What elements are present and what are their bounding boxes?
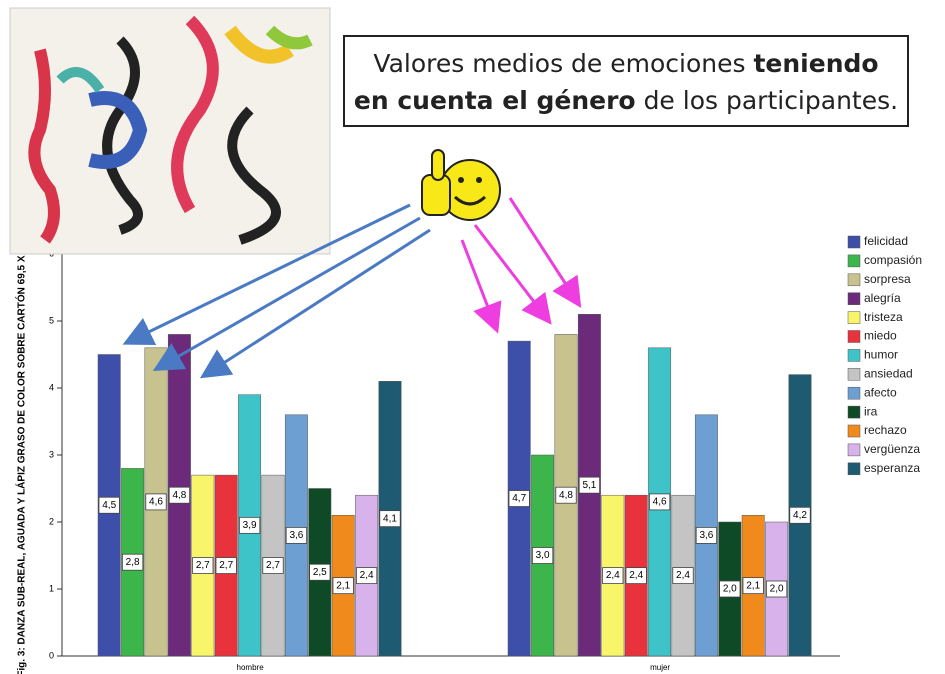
value-label-box xyxy=(215,557,237,574)
value-label: 4,8 xyxy=(559,490,573,501)
value-label: 2,4 xyxy=(606,570,620,581)
value-label: 4,8 xyxy=(172,490,186,501)
legend-label: sorpresa xyxy=(864,272,911,286)
value-label-box xyxy=(122,553,144,571)
value-label: 2,7 xyxy=(196,560,210,571)
value-label-box xyxy=(672,567,694,584)
value-label: 4,6 xyxy=(653,497,667,508)
legend-label: esperanza xyxy=(864,461,920,475)
value-label-box xyxy=(602,567,624,584)
x-tick-label: mujer xyxy=(650,663,670,672)
value-label: 2,4 xyxy=(629,570,643,581)
value-label-box xyxy=(379,510,401,528)
value-label-box xyxy=(766,580,788,598)
title-box: Valores medios de emociones teniendo en c… xyxy=(343,35,909,127)
value-label: 2,4 xyxy=(360,570,374,581)
value-label: 3,9 xyxy=(243,520,257,531)
value-label: 2,4 xyxy=(676,570,690,581)
legend-label: rechazo xyxy=(864,423,907,437)
value-label-box xyxy=(649,493,671,511)
legend-label: alegría xyxy=(864,291,901,305)
legend-swatch xyxy=(847,235,861,249)
value-label: 4,5 xyxy=(102,500,116,511)
value-label-box xyxy=(625,567,647,584)
title-part: de los participantes. xyxy=(643,86,899,115)
value-label: 2,7 xyxy=(219,560,233,571)
legend-swatch xyxy=(847,311,861,324)
value-label-box xyxy=(332,577,354,595)
legend-swatch xyxy=(847,330,861,343)
value-label-box xyxy=(532,547,554,564)
value-label: 2,0 xyxy=(770,584,784,595)
value-label: 2,1 xyxy=(336,580,350,591)
value-label-box xyxy=(742,577,764,595)
value-label: 4,1 xyxy=(383,513,397,524)
value-label-box xyxy=(719,580,741,598)
value-label-box xyxy=(508,490,530,507)
y-tick-label: 6 xyxy=(49,248,54,258)
legend-swatch xyxy=(847,443,861,457)
legend-label: ira xyxy=(864,404,878,418)
legend-swatch xyxy=(847,273,861,287)
value-label-box xyxy=(789,506,811,524)
legend-label: compasión xyxy=(864,253,922,267)
legend-label: humor xyxy=(864,348,898,362)
legend-label: ansiedad xyxy=(864,366,913,380)
title-part: Valores medios de emociones xyxy=(373,49,746,78)
y-tick-label: 3 xyxy=(49,449,54,459)
value-label-box xyxy=(168,486,190,504)
value-label-box xyxy=(238,516,261,534)
title-part: en cuenta el género xyxy=(353,86,636,115)
value-label-box xyxy=(192,557,214,574)
y-tick-label: 4 xyxy=(49,382,54,392)
y-tick-label: 0 xyxy=(49,650,54,660)
value-label-box xyxy=(355,567,378,584)
title-part: teniendo xyxy=(753,49,879,78)
value-label: 4,6 xyxy=(149,497,163,508)
value-label-box xyxy=(262,557,284,574)
legend-label: afecto xyxy=(864,385,897,399)
value-label: 2,1 xyxy=(746,580,760,591)
value-label-box xyxy=(578,476,601,494)
value-label: 4,2 xyxy=(793,510,807,521)
value-label: 2,5 xyxy=(313,567,327,578)
value-label: 3,6 xyxy=(289,530,303,541)
legend-label: felicidad xyxy=(864,234,908,248)
value-label: 3,0 xyxy=(536,550,550,561)
legend-swatch xyxy=(847,349,861,362)
value-label-box xyxy=(285,527,308,544)
value-label-box xyxy=(98,496,120,514)
y-axis-label: Fig. 3: DANZA SUB-REAL, AGUADA Y LÁPIZ G… xyxy=(15,233,28,674)
legend-swatch xyxy=(847,386,861,400)
legend-swatch xyxy=(847,368,861,381)
value-label: 4,7 xyxy=(512,493,526,504)
legend-swatch xyxy=(847,292,861,305)
y-tick-label: 2 xyxy=(49,516,54,526)
legend-label: miedo xyxy=(864,329,897,343)
value-label-box xyxy=(145,493,167,511)
legend-swatch xyxy=(847,424,861,438)
legend-swatch xyxy=(847,462,861,476)
y-tick-label: 5 xyxy=(49,315,54,325)
legend-label: vergüenza xyxy=(864,442,920,456)
value-label: 5,1 xyxy=(582,480,596,491)
value-label: 2,8 xyxy=(126,557,140,568)
legend-swatch xyxy=(847,254,861,268)
value-label: 3,6 xyxy=(699,530,713,541)
value-label-box xyxy=(695,527,718,544)
value-label-box xyxy=(555,486,577,504)
legend-swatch xyxy=(847,405,861,419)
x-tick-label: hombre xyxy=(237,663,265,672)
legend-label: tristeza xyxy=(864,310,903,324)
value-label: 2,7 xyxy=(266,560,280,571)
value-label: 2,0 xyxy=(723,584,737,595)
value-label-box xyxy=(309,563,331,581)
y-tick-label: 1 xyxy=(49,583,54,593)
